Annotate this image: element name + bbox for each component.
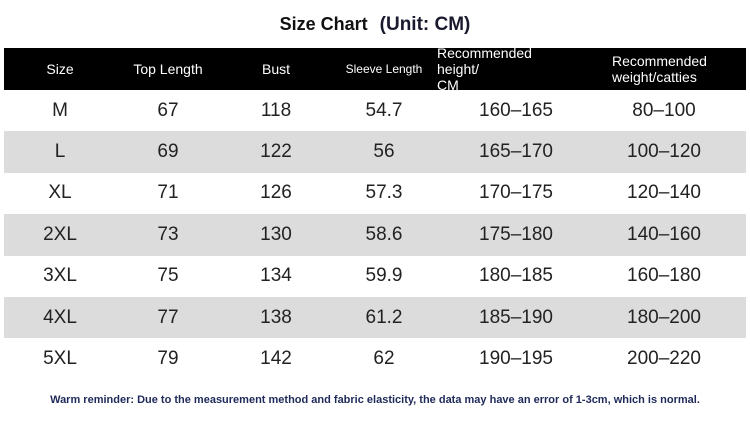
header-cell: Size	[0, 48, 120, 90]
table-cell: 120–140	[627, 182, 701, 204]
table-cell: 73	[157, 223, 179, 245]
title-main: Size Chart	[279, 14, 368, 34]
table-cell: 67	[157, 99, 179, 121]
table-cell: 185–190	[479, 306, 553, 328]
table-cell: 190–195	[479, 348, 553, 370]
table-row: XL 71 126 57.3 170–175 120–140	[4, 173, 746, 214]
table-cell: 142	[260, 348, 292, 370]
table-cell: 134	[260, 265, 292, 287]
table-cell: 118	[260, 99, 292, 121]
table-cell: 130	[260, 223, 292, 245]
table-row: 3XL 75 134 59.9 180–185 160–180	[4, 256, 746, 297]
table-cell: 175–180	[479, 223, 553, 245]
header-row: Size Top Length Bust Sleeve Length Recommend…	[4, 45, 746, 93]
table-cell: 62	[373, 348, 395, 370]
table-cell: 54.7	[365, 99, 403, 121]
footer-note: Warm reminder: Due to the measurement me…	[50, 394, 700, 406]
table-cell: M	[52, 99, 68, 121]
title-unit: (Unit: CM)	[379, 14, 471, 35]
header-cell: Sleeve Length	[324, 48, 444, 90]
table-cell: 59.9	[365, 265, 403, 287]
header-text: CM	[437, 77, 459, 93]
header-text: Sleeve Length	[345, 62, 423, 76]
header-text: Recommended height/	[437, 45, 532, 77]
header-text: Recommended	[612, 53, 707, 69]
table-cell: 3XL	[43, 265, 77, 287]
table-cell: 160–165	[479, 99, 553, 121]
table-cell: 4XL	[43, 306, 77, 328]
header-cell: Recommended height/CM	[437, 45, 577, 93]
table-cell: XL	[48, 182, 72, 204]
table-cell: 2XL	[43, 223, 77, 245]
size-table: Size Top Length Bust Sleeve Length Recommend…	[4, 45, 746, 380]
table-cell: 5XL	[43, 348, 77, 370]
table-cell: 77	[157, 306, 179, 328]
table-cell: 122	[260, 141, 292, 163]
header-text: Bust	[261, 61, 290, 77]
table-cell: 170–175	[479, 182, 553, 204]
table-cell: L	[54, 141, 66, 163]
header-cell: Recommended weight/catties	[612, 48, 750, 90]
table-cell: 80–100	[632, 99, 696, 121]
table-cell: 138	[260, 306, 292, 328]
table-cell: 140–160	[627, 223, 701, 245]
table-cell: 200–220	[627, 348, 701, 370]
table-cell: 180–200	[627, 306, 701, 328]
table-row: 4XL 77 138 61.2 185–190 180–200	[4, 297, 746, 339]
table-cell: 75	[157, 265, 179, 287]
table-cell: 165–170	[479, 141, 553, 163]
table-cell: 79	[157, 348, 179, 370]
table-cell: 71	[157, 182, 179, 204]
table-cell: 56	[373, 141, 395, 163]
title: Size Chart (Unit: CM)	[0, 14, 750, 36]
table-cell: 61.2	[365, 306, 403, 328]
table-row: L 69 122 56 165–170 100–120	[4, 131, 746, 173]
table-cell: 160–180	[627, 265, 701, 287]
table-cell: 58.6	[365, 223, 403, 245]
header-text: weight/catties	[612, 69, 697, 85]
table-row: M 67 118 54.7 160–165 80–100	[4, 90, 746, 131]
table-cell: 69	[157, 141, 179, 163]
table-cell: 180–185	[479, 265, 553, 287]
table-cell: 100–120	[627, 141, 701, 163]
table-row: 5XL 79 142 62 190–195 200–220	[4, 338, 746, 379]
header-text: Size	[46, 61, 74, 77]
table-row: 2XL 73 130 58.6 175–180 140–160	[4, 214, 746, 256]
header-text: Top Length	[133, 61, 203, 77]
header-cell: Top Length	[108, 48, 228, 90]
table-cell: 126	[260, 182, 292, 204]
header-cell: Bust	[216, 48, 336, 90]
table-cell: 57.3	[365, 182, 403, 204]
